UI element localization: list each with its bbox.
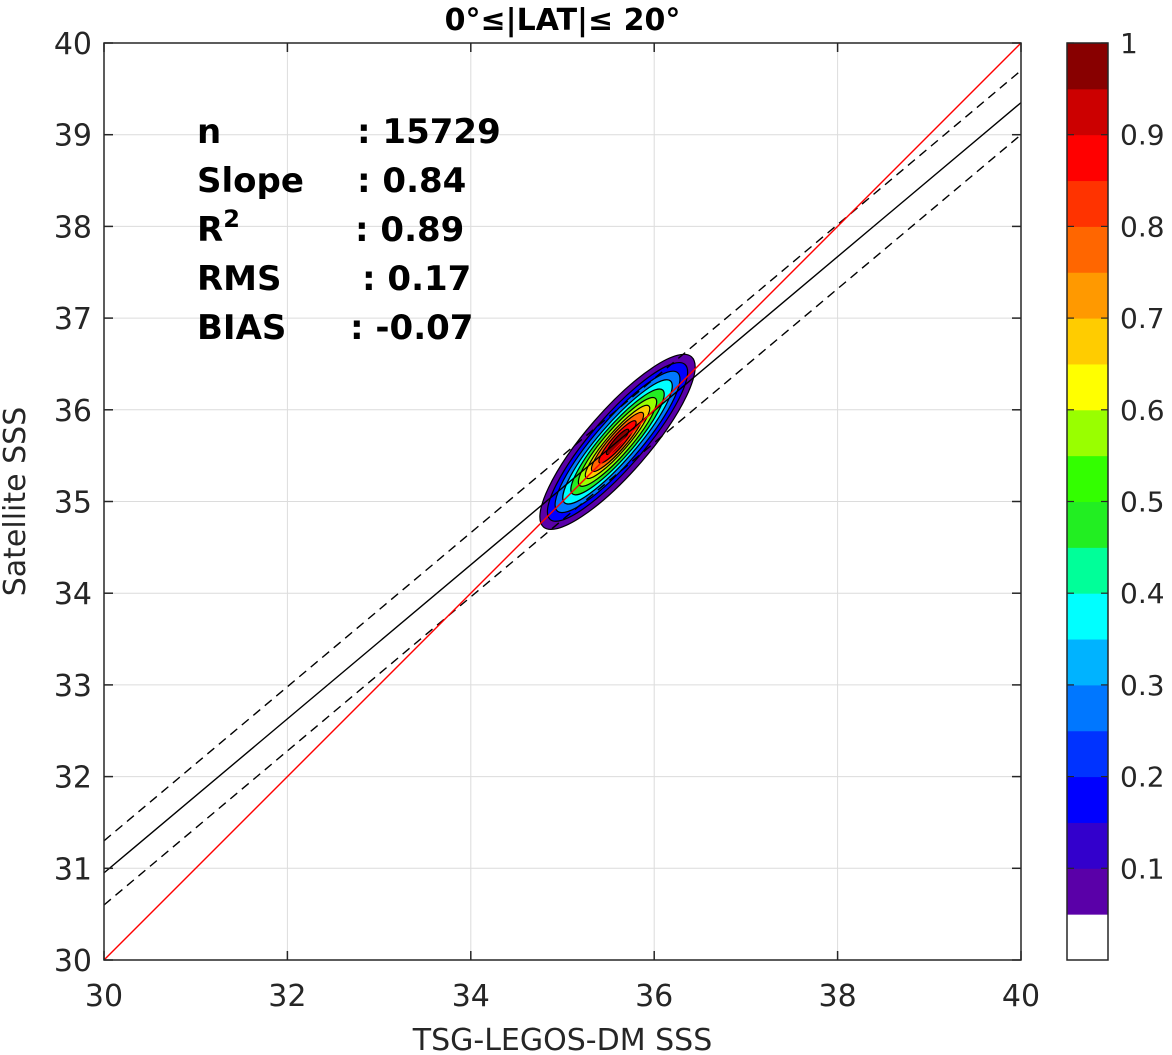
one-to-one-line (103, 42, 1022, 961)
axis-ticks: 30 32 34 36 38 40 30 31 32 33 34 35 36 37 38 39 40 (54, 27, 1040, 1014)
colorbar-segment (1067, 914, 1108, 961)
colorbar-segment (1067, 501, 1108, 548)
stat-value: : 0.89 (355, 210, 464, 250)
y-tick-label: 32 (54, 761, 92, 796)
colorbar-segment (1067, 593, 1108, 640)
colorbar-segment (1067, 684, 1108, 732)
x-tick-label: 32 (268, 979, 306, 1014)
colorbar-segment (1067, 88, 1108, 136)
stat-value: : 0.17 (362, 259, 471, 299)
colorbar-segment (1067, 318, 1108, 365)
stat-value: : -0.07 (350, 308, 473, 348)
colorbar-tick-label: 0.7 (1120, 302, 1165, 335)
stat-label: R2 (197, 205, 240, 250)
colorbar-segment (1067, 134, 1108, 182)
colorbar-tick-label: 0.8 (1120, 210, 1165, 243)
y-tick-label: 36 (54, 394, 92, 429)
colorbar-segment (1067, 272, 1108, 319)
colorbar-tick-label: 0.6 (1120, 394, 1165, 427)
colorbar-tick-label: 1 (1120, 27, 1138, 60)
colorbar-segment (1067, 822, 1108, 869)
y-tick-label: 31 (54, 852, 92, 887)
stat-value: : 0.84 (357, 161, 466, 201)
colorbar: 0.1 0.2 0.3 0.4 0.5 0.6 0.7 0.8 0.9 1 (1066, 27, 1165, 961)
stat-label: RMS (197, 259, 282, 299)
colorbar-tick-label: 0.4 (1120, 577, 1165, 610)
colorbar-segment (1067, 776, 1108, 823)
stat-label: BIAS (197, 308, 286, 348)
y-tick-label: 34 (54, 577, 92, 612)
stat-label: n (197, 112, 221, 152)
colorbar-tick-label: 0.5 (1120, 486, 1165, 519)
colorbar-segment (1067, 409, 1108, 457)
colorbar-segment (1067, 226, 1108, 273)
x-axis-label: TSG-LEGOS-DM SSS (412, 1023, 713, 1055)
colorbar-segment (1067, 639, 1108, 686)
upper-bound-line (103, 69, 1022, 842)
colorbar-segment (1067, 547, 1108, 594)
y-tick-label: 38 (54, 210, 92, 245)
y-axis-label: Satellite SSS (0, 407, 33, 597)
y-tick-label: 40 (54, 27, 92, 62)
colorbar-tick-label: 0.3 (1120, 669, 1165, 702)
x-tick-label: 36 (635, 979, 673, 1014)
lower-bound-line (103, 134, 1022, 906)
y-tick-label: 33 (54, 669, 92, 704)
colorbar-segment (1067, 868, 1108, 915)
y-tick-label: 39 (54, 119, 92, 154)
colorbar-segment (1067, 363, 1108, 411)
y-tick-label: 35 (54, 486, 92, 521)
y-tick-label: 37 (54, 302, 92, 337)
stat-label: Slope (197, 161, 304, 201)
x-tick-label: 30 (85, 979, 123, 1014)
regression-line (103, 102, 1022, 874)
colorbar-segment (1067, 730, 1108, 778)
y-tick-label: 30 (54, 944, 92, 979)
colorbar-segment (1067, 455, 1108, 502)
colorbar-tick-label: 0.2 (1120, 761, 1165, 794)
plot-title: 0°≤|LAT|≤ 20° (445, 3, 681, 38)
x-tick-label: 40 (1002, 979, 1040, 1014)
x-tick-label: 38 (819, 979, 857, 1014)
x-tick-label: 34 (452, 979, 490, 1014)
stats-annotation: n : 15729 Slope : 0.84 R2 : 0.89 RMS : 0.17 BIAS… (197, 112, 501, 348)
colorbar-segment (1067, 180, 1108, 227)
colorbar-tick-label: 0.9 (1120, 119, 1165, 152)
regression-lines (103, 42, 1022, 961)
colorbar-segment (1067, 43, 1108, 90)
stat-value: : 15729 (357, 112, 501, 152)
colorbar-tick-label: 0.1 (1120, 852, 1165, 885)
